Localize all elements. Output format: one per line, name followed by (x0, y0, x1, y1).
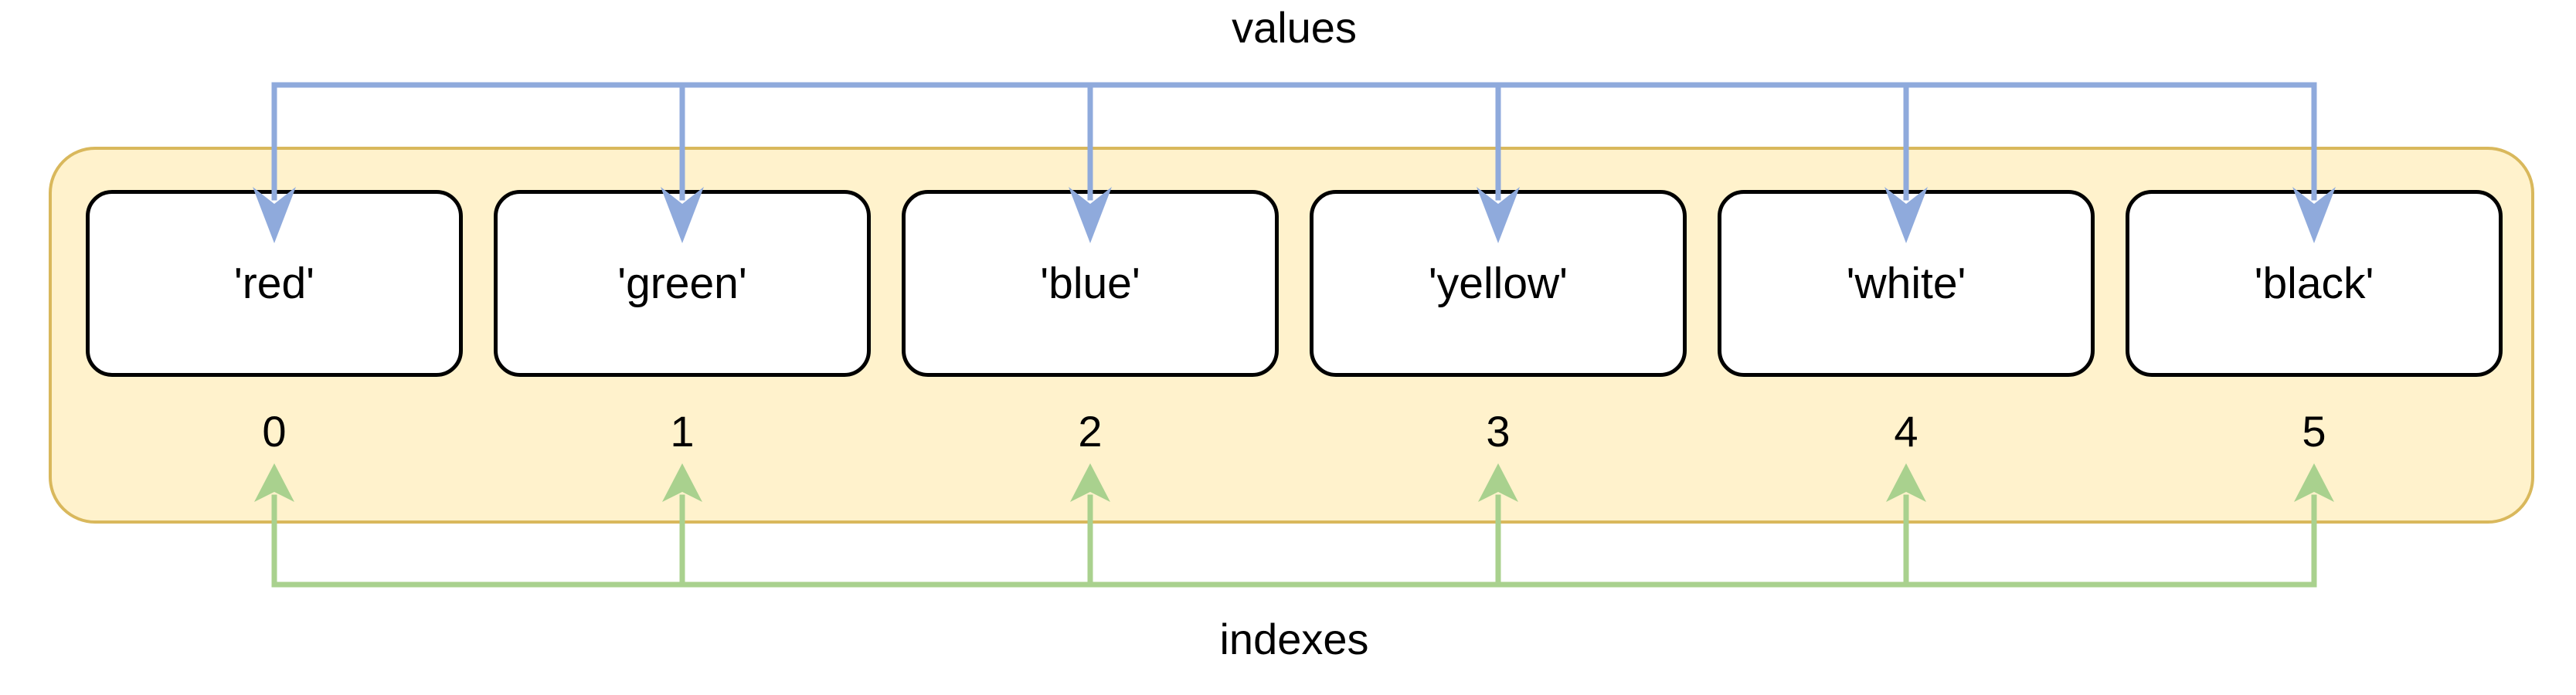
cell-value-2: 'blue' (1040, 258, 1140, 308)
cell-value-0: 'red' (233, 258, 315, 308)
list-cell-2: 'blue' (902, 190, 1279, 377)
index-label-3: 3 (1486, 407, 1511, 456)
index-label-5: 5 (2302, 407, 2326, 456)
index-label-1: 1 (670, 407, 695, 456)
list-cell-1: 'green' (494, 190, 871, 377)
list-cell-4: 'white' (1718, 190, 2095, 377)
cell-value-5: 'black' (2254, 258, 2374, 308)
index-label-4: 4 (1894, 407, 1918, 456)
cell-value-1: 'green' (617, 258, 747, 308)
index-label-2: 2 (1078, 407, 1103, 456)
list-cell-3: 'yellow' (1310, 190, 1687, 377)
list-cell-5: 'black' (2126, 190, 2503, 377)
cell-value-4: 'white' (1846, 258, 1966, 308)
values-label: values (1232, 3, 1357, 52)
list-cell-0: 'red' (86, 190, 463, 377)
index-label-0: 0 (262, 407, 287, 456)
indexes-label: indexes (1219, 615, 1369, 663)
cell-value-3: 'yellow' (1428, 258, 1568, 308)
